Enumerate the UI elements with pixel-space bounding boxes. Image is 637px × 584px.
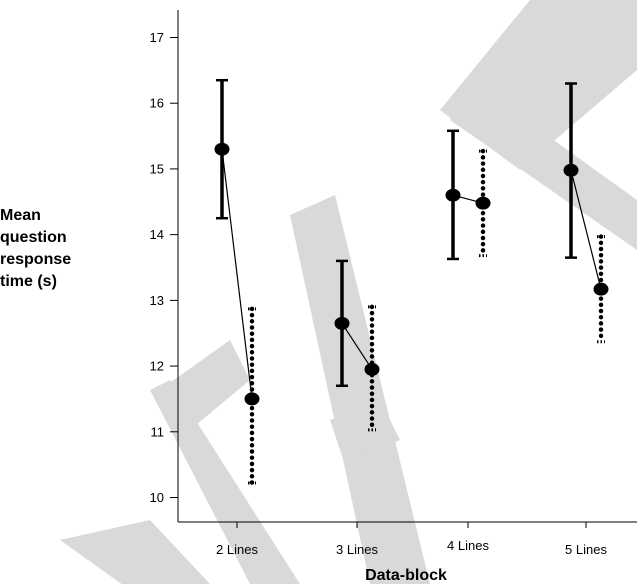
plot-frame <box>177 10 637 523</box>
x-tick-label: 3 Lines <box>336 542 378 557</box>
y-tick-label: 12 <box>150 359 164 374</box>
y-axis-title-line: response <box>0 251 71 268</box>
y-tick-label: 15 <box>150 161 164 176</box>
data-point <box>214 142 230 156</box>
y-tick-label: 14 <box>150 227 164 242</box>
data-point <box>445 188 461 202</box>
data-point <box>475 196 491 210</box>
connector-line <box>221 149 253 400</box>
data-point <box>593 282 609 296</box>
y-tick-label: 13 <box>150 293 164 308</box>
draft-watermark <box>60 0 637 584</box>
x-axis-title: Data-block <box>365 567 447 584</box>
error-bar <box>479 148 487 258</box>
data-point <box>364 362 380 376</box>
data-point <box>334 316 350 330</box>
y-axis-ticks: 10 11 12 13 14 15 16 17 <box>150 30 178 505</box>
connector-line <box>341 323 373 370</box>
data-points <box>214 142 609 406</box>
x-axis-ticks: 2 Lines 3 Lines 4 Lines 5 Lines <box>216 522 607 557</box>
connector-line <box>570 170 602 290</box>
error-bar <box>597 234 605 345</box>
y-axis-title-line: time (s) <box>0 273 57 290</box>
series-connectors <box>221 149 602 400</box>
y-tick-label: 10 <box>150 490 164 505</box>
y-tick-label: 17 <box>150 30 164 45</box>
y-axis-title-line: question <box>0 229 67 246</box>
x-tick-label: 2 Lines <box>216 542 258 557</box>
y-axis-title-line: Mean <box>0 207 41 224</box>
y-tick-label: 16 <box>150 96 164 111</box>
y-axis-title: Mean question response time (s) <box>0 207 71 290</box>
data-point <box>244 392 260 406</box>
x-tick-label: 4 Lines <box>447 538 489 553</box>
x-tick-label: 5 Lines <box>565 542 607 557</box>
data-point <box>563 163 579 177</box>
y-tick-label: 11 <box>151 424 165 439</box>
